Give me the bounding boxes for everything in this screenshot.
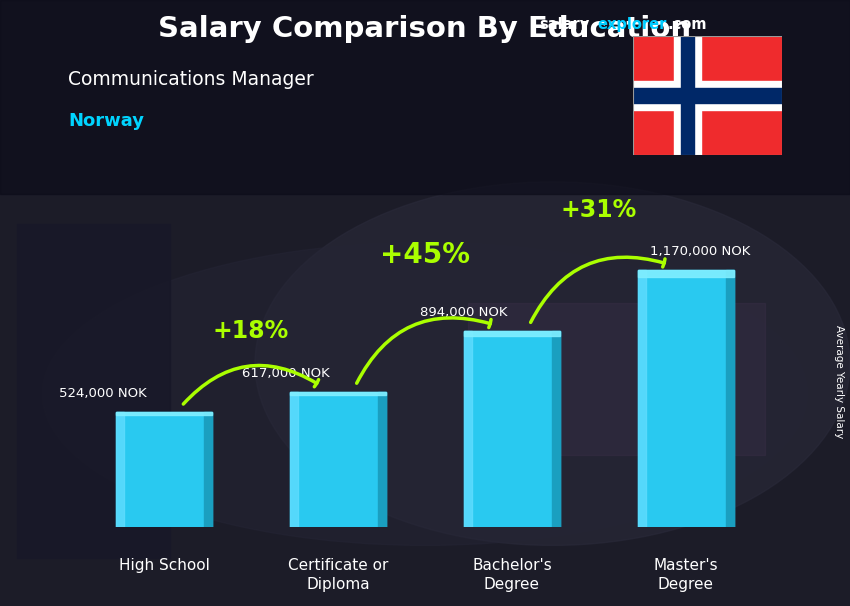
Text: Communications Manager: Communications Manager [68,70,314,88]
FancyBboxPatch shape [638,270,734,527]
Text: 617,000 NOK: 617,000 NOK [242,367,330,379]
FancyBboxPatch shape [116,412,212,527]
Bar [468,303,765,454]
Text: +31%: +31% [561,198,638,222]
Text: Norway: Norway [68,112,144,130]
Text: Master's
Degree: Master's Degree [654,558,718,591]
Bar [633,81,782,110]
Text: +45%: +45% [380,241,470,269]
Bar [204,412,212,527]
Text: .com: .com [667,17,706,32]
Text: 894,000 NOK: 894,000 NOK [420,306,507,319]
FancyBboxPatch shape [464,331,560,527]
Bar [464,331,560,336]
Text: Salary Comparison By Education: Salary Comparison By Education [158,15,692,43]
Bar [633,88,782,103]
Bar [674,36,701,155]
FancyBboxPatch shape [290,391,386,527]
Text: Certificate or
Diploma: Certificate or Diploma [288,558,388,591]
Ellipse shape [42,242,807,545]
Ellipse shape [255,182,850,545]
Text: Average Yearly Salary: Average Yearly Salary [834,325,844,438]
Text: 524,000 NOK: 524,000 NOK [60,387,147,400]
Bar [116,412,212,415]
Text: +18%: +18% [212,319,289,343]
Bar [290,391,386,395]
Bar [681,36,694,155]
Text: explorer: explorer [598,17,667,32]
Bar [638,270,734,277]
Bar [726,270,734,527]
Text: 1,170,000 NOK: 1,170,000 NOK [649,245,750,258]
Text: Bachelor's
Degree: Bachelor's Degree [472,558,552,591]
Text: salary: salary [540,17,590,32]
Bar [0,0,850,194]
Bar [552,331,560,527]
Bar [464,331,472,527]
Bar [290,391,298,527]
Text: High School: High School [119,558,209,573]
Bar [638,270,646,527]
Bar [116,412,124,527]
Bar [378,391,386,527]
Bar [17,224,170,558]
